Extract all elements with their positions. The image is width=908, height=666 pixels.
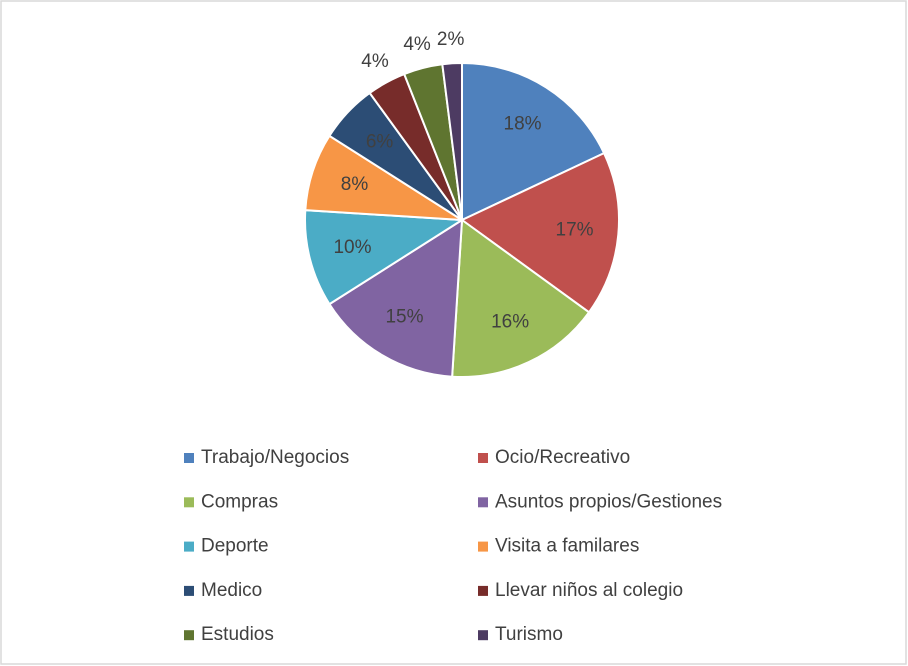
legend-swatch — [478, 541, 488, 552]
legend-label: Estudios — [201, 624, 274, 645]
slice-label: 15% — [385, 306, 423, 327]
slice-label: 6% — [366, 132, 394, 153]
legend-label: Turismo — [495, 624, 563, 645]
slice-label: 10% — [333, 237, 371, 258]
slice-label: 4% — [403, 34, 431, 55]
legend-swatch — [184, 630, 194, 641]
legend-swatch — [184, 497, 194, 508]
slice-label: 2% — [437, 29, 465, 50]
legend-swatch — [478, 585, 488, 596]
legend-label: Ocio/Recreativo — [495, 447, 630, 468]
legend-swatch — [184, 541, 194, 552]
legend-swatch — [184, 585, 194, 596]
legend-label: Asuntos propios/Gestiones — [495, 491, 722, 512]
pie-slice — [460, 151, 620, 314]
pie-slice — [461, 61, 606, 222]
legend-label: Deporte — [201, 536, 269, 557]
legend-swatch — [184, 453, 194, 463]
legend-swatch — [478, 630, 488, 641]
legend-label: Llevar niños al colegio — [495, 580, 683, 601]
slice-label: 17% — [556, 220, 594, 241]
legend-swatch — [478, 497, 488, 508]
legend-label: Visita a familares — [495, 536, 639, 557]
legend-swatch — [478, 453, 488, 463]
slice-label: 16% — [491, 311, 529, 332]
legend-label: Compras — [201, 491, 278, 512]
pie-slice — [441, 61, 463, 221]
legend-label: Trabajo/Negocios — [201, 447, 349, 468]
slice-label: 4% — [361, 51, 389, 72]
pie-slice — [328, 218, 464, 378]
slice-label: 8% — [341, 174, 369, 195]
slice-label: 18% — [504, 114, 542, 135]
legend-label: Medico — [201, 580, 262, 601]
pie-slice — [304, 209, 466, 306]
pie-slice — [451, 218, 591, 378]
